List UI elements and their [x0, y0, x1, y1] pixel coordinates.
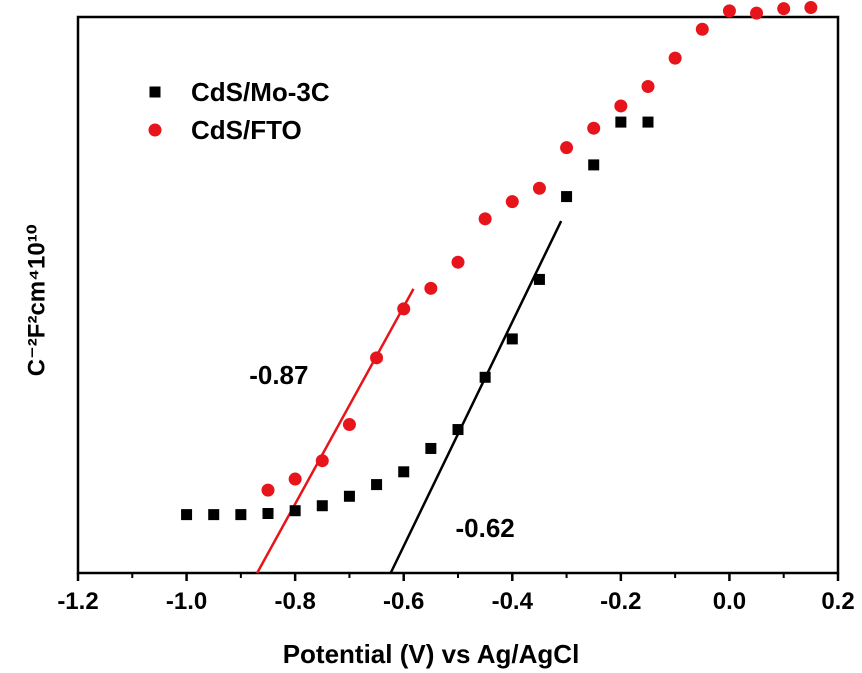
x-tick-label: -1.0 — [166, 588, 207, 615]
data-point-circle — [641, 80, 655, 93]
data-point-square — [289, 505, 301, 517]
data-point-square — [615, 116, 627, 128]
y-axis-label: C⁻²F²cm⁴10¹⁰ — [23, 224, 50, 376]
x-tick-label: -0.8 — [274, 588, 315, 615]
data-point-square — [316, 500, 328, 512]
fit-line — [389, 220, 563, 574]
data-point-square — [452, 424, 464, 436]
fit-lines — [256, 220, 563, 574]
data-point-square — [479, 371, 491, 383]
data-point-square — [561, 191, 573, 203]
data-point-square — [371, 479, 383, 491]
data-point-circle — [722, 4, 736, 18]
data-point-circle — [614, 99, 628, 113]
data-point-circle — [505, 195, 519, 209]
data-point-circle — [261, 483, 275, 497]
data-point-square — [588, 159, 600, 171]
data-point-square — [235, 509, 247, 521]
annotation-label: -0.87 — [249, 360, 308, 390]
data-point-circle — [695, 22, 709, 36]
data-point-circle — [478, 212, 492, 226]
legend: CdS/Mo-3C CdS/FTO — [148, 77, 330, 145]
data-point-circle — [370, 351, 384, 365]
data-point-circle — [397, 302, 411, 316]
data-point-circle — [668, 51, 682, 65]
data-point-circle — [288, 472, 302, 486]
legend-marker-circle — [148, 123, 162, 137]
data-point-square — [398, 466, 410, 478]
x-axis-ticks: -1.2 -1.0 -0.8 -0.6 -0.4 -0.2 0.0 0.2 — [57, 573, 855, 615]
legend-label: CdS/Mo-3C — [191, 77, 330, 107]
data-point-circle — [804, 1, 818, 15]
data-point-circle — [532, 181, 546, 195]
data-point-circle — [560, 141, 574, 155]
data-point-circle — [777, 2, 791, 16]
data-point-square — [642, 116, 654, 128]
data-points — [181, 1, 818, 521]
plot-area — [76, 15, 840, 575]
annotations: -0.87 -0.62 — [249, 360, 515, 543]
data-point-square — [533, 273, 545, 285]
data-point-square — [262, 508, 274, 520]
x-tick-label: 0.2 — [821, 588, 854, 615]
data-point-square — [181, 509, 193, 521]
data-point-circle — [750, 6, 764, 20]
y-axis-label-wrap: C⁻²F²cm⁴10¹⁰ — [18, 185, 58, 415]
data-point-circle — [451, 255, 465, 269]
data-point-square — [506, 333, 518, 345]
fit-line — [256, 288, 415, 574]
data-point-square — [343, 490, 355, 502]
x-tick-label: -1.2 — [57, 588, 98, 615]
x-tick-label: -0.6 — [383, 588, 424, 615]
annotation-label: -0.62 — [456, 513, 515, 543]
x-tick-label: -0.4 — [492, 588, 534, 615]
x-tick-label: 0.0 — [713, 588, 746, 615]
data-point-circle — [342, 418, 356, 432]
legend-label: CdS/FTO — [191, 115, 302, 145]
data-point-circle — [587, 121, 601, 135]
data-point-square — [208, 509, 220, 521]
x-tick-label: -0.2 — [600, 588, 641, 615]
data-point-circle — [424, 281, 438, 295]
data-point-square — [425, 442, 437, 454]
x-axis-label: Potential (V) vs Ag/AgCl — [283, 639, 580, 669]
legend-marker-square — [149, 86, 161, 98]
data-point-circle — [315, 454, 329, 468]
